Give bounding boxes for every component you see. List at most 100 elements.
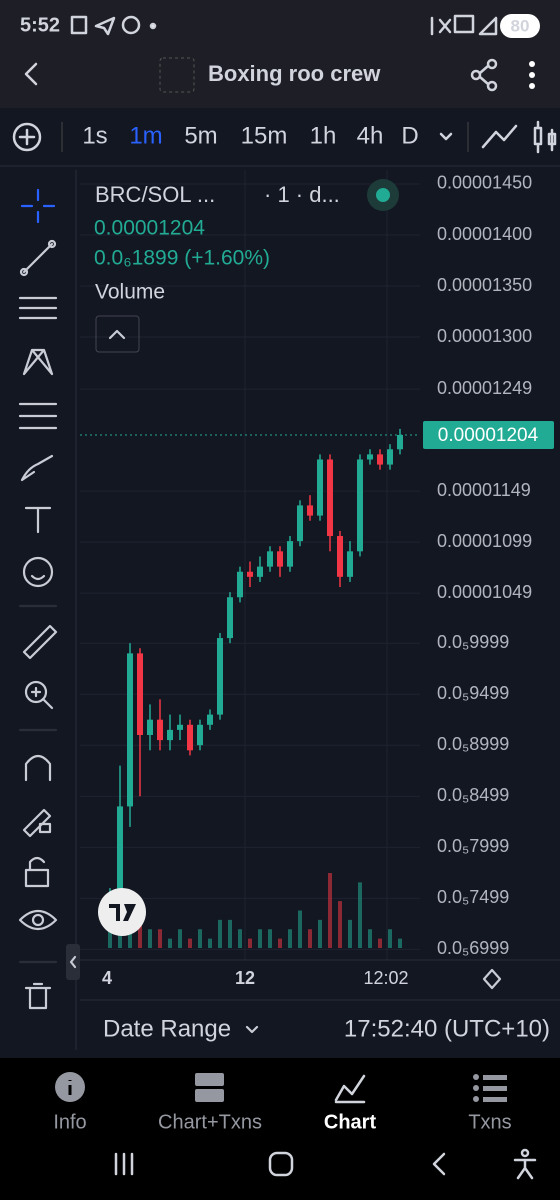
candle-body [397, 435, 403, 450]
axis-settings[interactable] [482, 968, 502, 990]
volume-bar [328, 873, 332, 948]
candle-body [177, 724, 183, 730]
volume-bar [168, 938, 172, 948]
candle-body [357, 459, 363, 552]
battery [500, 14, 540, 38]
volume-bar [318, 919, 322, 948]
y-tick-label: 0.0₅6999 [437, 938, 509, 958]
candle-body [317, 459, 323, 516]
interval[interactable]: 1h [310, 122, 337, 149]
candle-body [227, 597, 233, 639]
volume-bar [308, 929, 312, 948]
nav-label[interactable]: Txns [468, 1111, 511, 1133]
system-buttons[interactable] [114, 1148, 537, 1180]
y-tick-label: 0.00001049 [437, 582, 532, 602]
y-tick-label: 0.00001249 [437, 378, 532, 398]
last-price-label: 0.00001204 [438, 425, 539, 446]
collapse-legend[interactable] [95, 315, 140, 353]
candle-body [307, 505, 313, 516]
candle-body [147, 719, 153, 735]
candle-body [297, 505, 303, 542]
legend-change: 0.0₆1899 (+1.60%) [94, 247, 270, 270]
volume-bar [158, 929, 162, 948]
candle-body [337, 536, 343, 577]
y-tick-label: 0.0₅8999 [437, 734, 509, 754]
interval[interactable]: 4h [357, 122, 384, 149]
candle-body [267, 551, 273, 567]
y-tick-label: 0.00001350 [437, 275, 532, 295]
nav-label[interactable]: Info [53, 1111, 86, 1133]
candle-body [287, 541, 293, 567]
nav-label[interactable]: Chart+Txns [158, 1111, 262, 1133]
intervals: 1s 1m 5m 15m 1h 4h D [82, 122, 418, 149]
date-range[interactable]: Date Range [103, 1015, 231, 1042]
token-icon [159, 57, 195, 93]
collapse-arrow [108, 329, 126, 340]
more-intervals[interactable] [439, 132, 453, 141]
volume-bar [388, 929, 392, 948]
candle-chart-button[interactable] [533, 120, 557, 154]
add-indicator[interactable] [12, 122, 42, 152]
volume-bar [198, 929, 202, 948]
interval[interactable]: 5m [184, 122, 217, 149]
chart: 0.00001450 0.00001400 0.00001350 0.00001300… [80, 170, 554, 960]
header-bg [0, 0, 560, 108]
y-tick-label: 0.0₅8499 [437, 785, 509, 805]
candle-body [387, 449, 393, 465]
date-range-arrow [245, 1025, 259, 1034]
candle-body [327, 459, 333, 537]
volume-bar [268, 929, 272, 948]
x-tick-label: 12 [235, 968, 255, 988]
y-tick-label: 0.00001099 [437, 531, 532, 551]
volume-bar [348, 919, 352, 948]
y-tick-label: 0.0₅7499 [437, 887, 509, 907]
volume-bar [228, 919, 232, 948]
candle-body [257, 566, 263, 577]
legend-price: 0.00001204 [94, 217, 205, 240]
volume-bar [368, 929, 372, 948]
candle-body [217, 638, 223, 715]
candle-body [127, 653, 133, 807]
candle-body [167, 729, 173, 741]
nav-label-active[interactable]: Chart [324, 1111, 377, 1133]
candle-body [237, 571, 243, 598]
txns-icon [473, 1074, 507, 1102]
x-tick-label: 4 [102, 968, 112, 988]
y-tick-label: 0.00001450 [437, 173, 532, 193]
drawing-tools[interactable] [18, 188, 58, 1010]
interval[interactable]: D [401, 122, 418, 149]
candle-body [157, 719, 163, 741]
volume-bar [178, 929, 182, 948]
legend-symbol: BRC/SOL ... [95, 182, 215, 207]
volume-bar [338, 901, 342, 948]
legend-interval: · 1 · d... [264, 182, 340, 207]
share-button[interactable] [470, 58, 498, 92]
volume-bar [298, 910, 302, 948]
volume-bar [278, 938, 282, 948]
battery-level: 80 [511, 16, 530, 35]
candle-body [207, 714, 213, 725]
y-tick-label: 0.00001400 [437, 224, 532, 244]
interval[interactable]: 15m [241, 122, 288, 149]
line-chart-button[interactable] [481, 124, 518, 149]
volume-bar [248, 938, 252, 948]
volume-bar [288, 929, 292, 948]
candle-body [197, 724, 203, 746]
status-icons [70, 14, 498, 36]
y-tick-label: 0.0₅9999 [437, 632, 509, 652]
tv-logo-mark [109, 904, 136, 921]
interval[interactable]: 1s [82, 122, 107, 149]
volume-bar [238, 929, 242, 948]
interval-selected[interactable]: 1m [129, 122, 162, 149]
volume-bar [108, 919, 112, 948]
volume-bar [258, 929, 262, 948]
back-button[interactable] [24, 62, 38, 86]
app-title: Boxing roo crew [208, 61, 381, 86]
x-tick-label: 12:02 [363, 968, 408, 988]
volume-bar [378, 938, 382, 948]
menu-button[interactable] [529, 61, 535, 89]
y-tick-label: 0.00001149 [437, 480, 531, 500]
chart-txns-icon [195, 1089, 224, 1102]
system-nav [0, 1138, 560, 1200]
collapse-tools[interactable] [66, 944, 80, 980]
